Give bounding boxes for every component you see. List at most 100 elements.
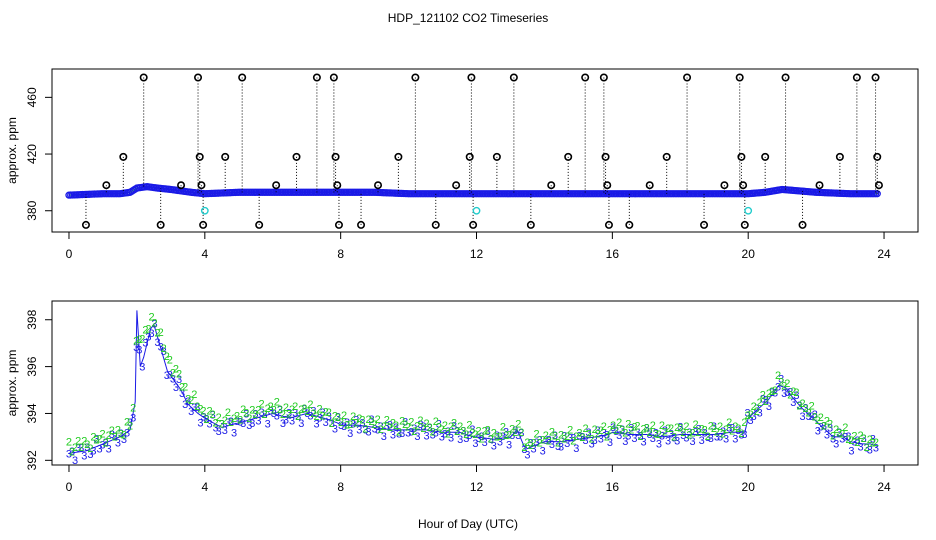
series-marker: 3 xyxy=(307,410,313,422)
series-marker: 2 xyxy=(714,427,720,439)
series-marker: 2 xyxy=(757,397,763,409)
series-marker: 3 xyxy=(686,427,692,439)
outlier-point xyxy=(374,181,383,190)
series-marker: 3 xyxy=(142,338,148,350)
series-marker: 3 xyxy=(170,373,176,385)
series-marker: 2 xyxy=(414,421,420,433)
series-marker: 3 xyxy=(84,442,90,454)
series-marker: 3 xyxy=(812,409,818,421)
series-marker: 2 xyxy=(647,427,653,439)
series-marker: 2 xyxy=(369,416,375,428)
series-marker: 2 xyxy=(592,424,598,436)
series-marker: 2 xyxy=(197,403,203,415)
series-marker: 3 xyxy=(313,419,319,431)
series-marker: 2 xyxy=(610,420,616,432)
series-marker: 3 xyxy=(258,407,264,419)
series-marker: 3 xyxy=(696,424,702,436)
series-marker: 3 xyxy=(375,424,381,436)
series-marker: 2 xyxy=(653,428,659,440)
series-marker: 3 xyxy=(851,437,857,449)
series-marker: 3 xyxy=(799,411,805,423)
series-marker: 3 xyxy=(255,415,261,427)
outlier-point xyxy=(102,181,111,190)
series-marker: 2 xyxy=(280,409,286,421)
series-marker: 2 xyxy=(350,411,356,423)
series-marker: 2 xyxy=(760,389,766,401)
series-marker: 2 xyxy=(708,421,714,433)
series-marker: 3 xyxy=(515,430,521,442)
series-marker: 3 xyxy=(751,411,757,423)
series-marker: 3 xyxy=(781,388,787,400)
x-tick-label: 20 xyxy=(742,480,756,494)
series-marker: 2 xyxy=(589,433,595,445)
series-marker: 2 xyxy=(329,418,335,430)
series-marker: 2 xyxy=(830,430,836,442)
series-marker: 2 xyxy=(772,385,778,397)
series-marker: 2 xyxy=(662,426,668,438)
y-axis-label: approx. ppm xyxy=(5,350,19,417)
series-marker: 2 xyxy=(430,426,436,438)
outlier-point xyxy=(564,152,573,161)
series-marker: 2 xyxy=(460,426,466,438)
series-marker: 3 xyxy=(93,433,99,445)
series-marker: 2 xyxy=(399,416,405,428)
series-marker: 3 xyxy=(827,423,833,435)
series-marker: 2 xyxy=(799,398,805,410)
series-marker: 3 xyxy=(362,424,368,436)
series-marker: 2 xyxy=(582,423,588,435)
series-marker: 3 xyxy=(644,423,650,435)
series-marker: 2 xyxy=(320,410,326,422)
series-marker: 3 xyxy=(741,429,747,441)
series-marker: 2 xyxy=(402,419,408,431)
series-marker: 3 xyxy=(75,443,81,455)
series-marker: 3 xyxy=(555,441,561,453)
series-marker: 2 xyxy=(151,317,157,329)
series-marker: 2 xyxy=(130,402,136,414)
series-marker: 3 xyxy=(488,434,494,446)
series-marker: 2 xyxy=(457,421,463,433)
series-marker: 2 xyxy=(705,431,711,443)
series-marker: 2 xyxy=(699,423,705,435)
series-marker: 2 xyxy=(142,324,148,336)
outlier-point xyxy=(740,220,749,229)
calibration-point xyxy=(744,206,753,215)
series-marker: 3 xyxy=(103,437,109,449)
series-marker: 3 xyxy=(329,418,335,430)
series-marker: 2 xyxy=(576,427,582,439)
series-marker: 2 xyxy=(579,432,585,444)
series-marker: 2 xyxy=(827,418,833,430)
series-marker: 3 xyxy=(249,418,255,430)
series-marker: 3 xyxy=(723,434,729,446)
series-marker: 3 xyxy=(732,434,738,446)
series-marker: 3 xyxy=(818,421,824,433)
series-marker: 2 xyxy=(561,433,567,445)
series-marker: 3 xyxy=(262,409,268,421)
series-marker: 2 xyxy=(292,401,298,413)
series-marker: 3 xyxy=(268,405,274,417)
series-marker: 2 xyxy=(479,433,485,445)
series-marker: 2 xyxy=(231,413,237,425)
series-marker: 3 xyxy=(356,424,362,436)
series-marker: 3 xyxy=(167,369,173,381)
series-marker: 2 xyxy=(644,422,650,434)
y-tick-label: 394 xyxy=(25,403,39,423)
series-marker: 2 xyxy=(839,428,845,440)
outlier-point xyxy=(255,220,264,229)
series-marker: 2 xyxy=(613,425,619,437)
series-marker: 2 xyxy=(469,428,475,440)
series-marker: 2 xyxy=(616,417,622,429)
series-marker: 3 xyxy=(524,450,530,462)
series-marker: 3 xyxy=(479,431,485,443)
series-marker: 3 xyxy=(246,420,252,432)
series-marker: 3 xyxy=(567,432,573,444)
series-marker: 2 xyxy=(870,437,876,449)
series-marker: 3 xyxy=(793,390,799,402)
series-marker: 2 xyxy=(118,428,124,440)
series-marker: 2 xyxy=(586,428,592,440)
series-marker: 2 xyxy=(310,408,316,420)
series-marker: 2 xyxy=(317,404,323,416)
series-marker: 2 xyxy=(136,334,142,346)
series-marker: 3 xyxy=(402,416,408,428)
top-panel-raw-co2: 0 4 8 12 16 20 24 380 420 460 approx. ppm xyxy=(5,68,919,261)
x-tick-label: 24 xyxy=(877,480,891,494)
